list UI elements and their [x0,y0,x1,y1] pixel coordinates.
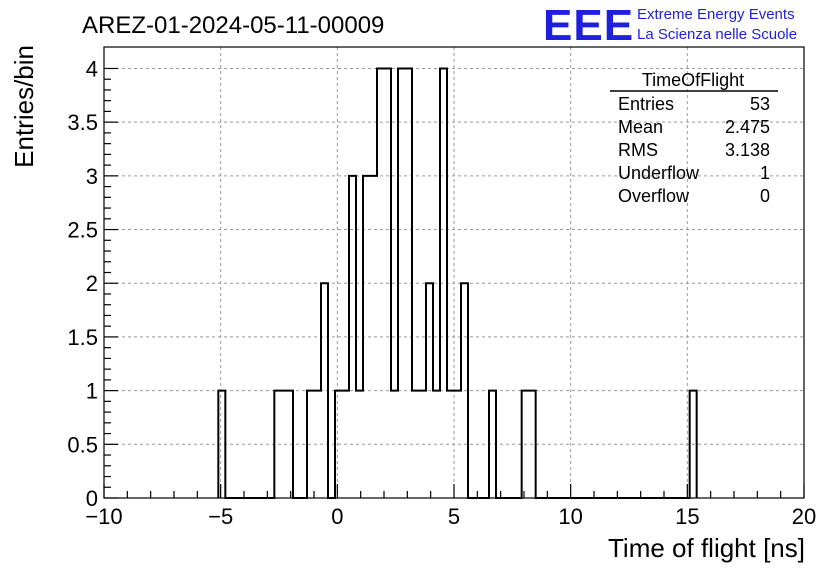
stats-label: Underflow [618,163,700,183]
stats-label: Entries [618,94,674,114]
y-tick-label: 1 [86,379,98,404]
stats-value: 0 [760,186,770,206]
x-tick-labels: −10 −5 0 5 10 15 20 [85,504,816,529]
x-tick-label: −5 [208,504,233,529]
eee-logo: EEE [543,1,634,50]
histogram-outline [217,67,698,499]
y-tick-label: 3.5 [67,110,98,135]
y-tick-label: 0.5 [67,432,98,457]
stats-label: RMS [618,140,658,160]
logo-line-1: Extreme Energy Events [637,6,795,23]
y-tick-label: 0 [86,486,98,511]
x-tick-label: 0 [331,504,343,529]
y-tick-label: 2 [86,271,98,296]
x-tick-label: 5 [448,504,460,529]
grid-lines [104,47,804,498]
stats-value: 1 [760,163,770,183]
logo-line-2: La Scienza nelle Scuole [637,26,797,43]
stats-label: Overflow [618,186,690,206]
x-tick-label: 20 [792,504,816,529]
stats-value: 3.138 [725,140,770,160]
stats-label: Mean [618,117,663,137]
x-axis-title: Time of flight [ns] [608,533,805,563]
plot-area: −10 −5 0 5 10 15 20 00.511.522.533.54 [67,46,816,529]
x-tick-label: −10 [85,504,122,529]
stats-title: TimeOfFlight [642,70,744,90]
y-tick-label: 1.5 [67,325,98,350]
stats-value: 53 [750,94,770,114]
run-title: AREZ-01-2024-05-11-00009 [82,12,384,39]
axis-ticks [103,67,805,499]
y-axis-title: Entries/bin [9,45,39,168]
y-tick-label: 3 [86,164,98,189]
y-tick-labels: 0 0.5 1 1.5 2 2.5 3 3.5 4 [67,56,98,511]
y-tick-label: 2.5 [67,218,98,243]
x-tick-label: 10 [558,504,582,529]
stats-box: TimeOfFlight Entries 53 Mean 2.475 RMS 3.138 U… [610,70,778,206]
y-tick-label: 4 [86,56,98,81]
x-tick-label: 15 [675,504,699,529]
stats-value: 2.475 [725,117,770,137]
